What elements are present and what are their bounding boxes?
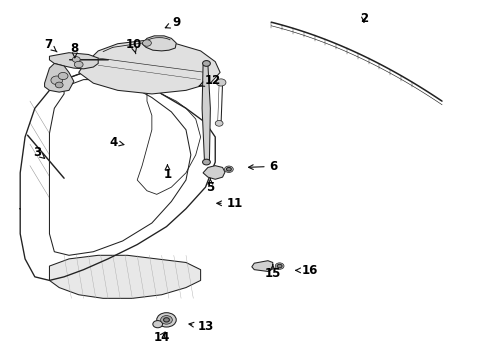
Circle shape bbox=[58, 72, 68, 80]
Polygon shape bbox=[49, 255, 200, 298]
Text: 2: 2 bbox=[359, 12, 367, 25]
Circle shape bbox=[226, 167, 231, 171]
Circle shape bbox=[216, 79, 225, 86]
Text: 1: 1 bbox=[163, 165, 171, 181]
Text: 10: 10 bbox=[125, 38, 141, 54]
Circle shape bbox=[163, 318, 169, 322]
Circle shape bbox=[224, 166, 233, 172]
Polygon shape bbox=[44, 63, 74, 92]
Text: 8: 8 bbox=[71, 41, 79, 58]
Circle shape bbox=[153, 320, 162, 328]
Text: 11: 11 bbox=[216, 197, 243, 210]
Polygon shape bbox=[49, 53, 98, 69]
Text: 14: 14 bbox=[153, 330, 169, 343]
Text: 12: 12 bbox=[199, 74, 221, 87]
Text: 15: 15 bbox=[264, 265, 281, 280]
Circle shape bbox=[215, 121, 223, 126]
Circle shape bbox=[55, 82, 63, 88]
Polygon shape bbox=[202, 65, 210, 162]
Circle shape bbox=[72, 57, 80, 62]
Text: 9: 9 bbox=[165, 17, 180, 30]
Circle shape bbox=[160, 316, 172, 324]
Circle shape bbox=[275, 263, 284, 269]
Polygon shape bbox=[251, 261, 272, 271]
Circle shape bbox=[142, 40, 151, 46]
Circle shape bbox=[277, 264, 282, 268]
Polygon shape bbox=[79, 40, 220, 94]
Text: 6: 6 bbox=[248, 160, 277, 173]
Polygon shape bbox=[203, 166, 224, 179]
Circle shape bbox=[74, 61, 83, 68]
Polygon shape bbox=[142, 36, 176, 51]
Circle shape bbox=[51, 76, 62, 85]
Text: 16: 16 bbox=[295, 264, 318, 277]
Circle shape bbox=[202, 159, 210, 165]
Text: 3: 3 bbox=[33, 145, 44, 158]
Text: 5: 5 bbox=[206, 179, 214, 194]
Circle shape bbox=[202, 60, 210, 66]
Circle shape bbox=[157, 313, 176, 327]
Text: 13: 13 bbox=[188, 320, 213, 333]
Text: 4: 4 bbox=[109, 136, 124, 149]
Text: 7: 7 bbox=[44, 38, 57, 52]
